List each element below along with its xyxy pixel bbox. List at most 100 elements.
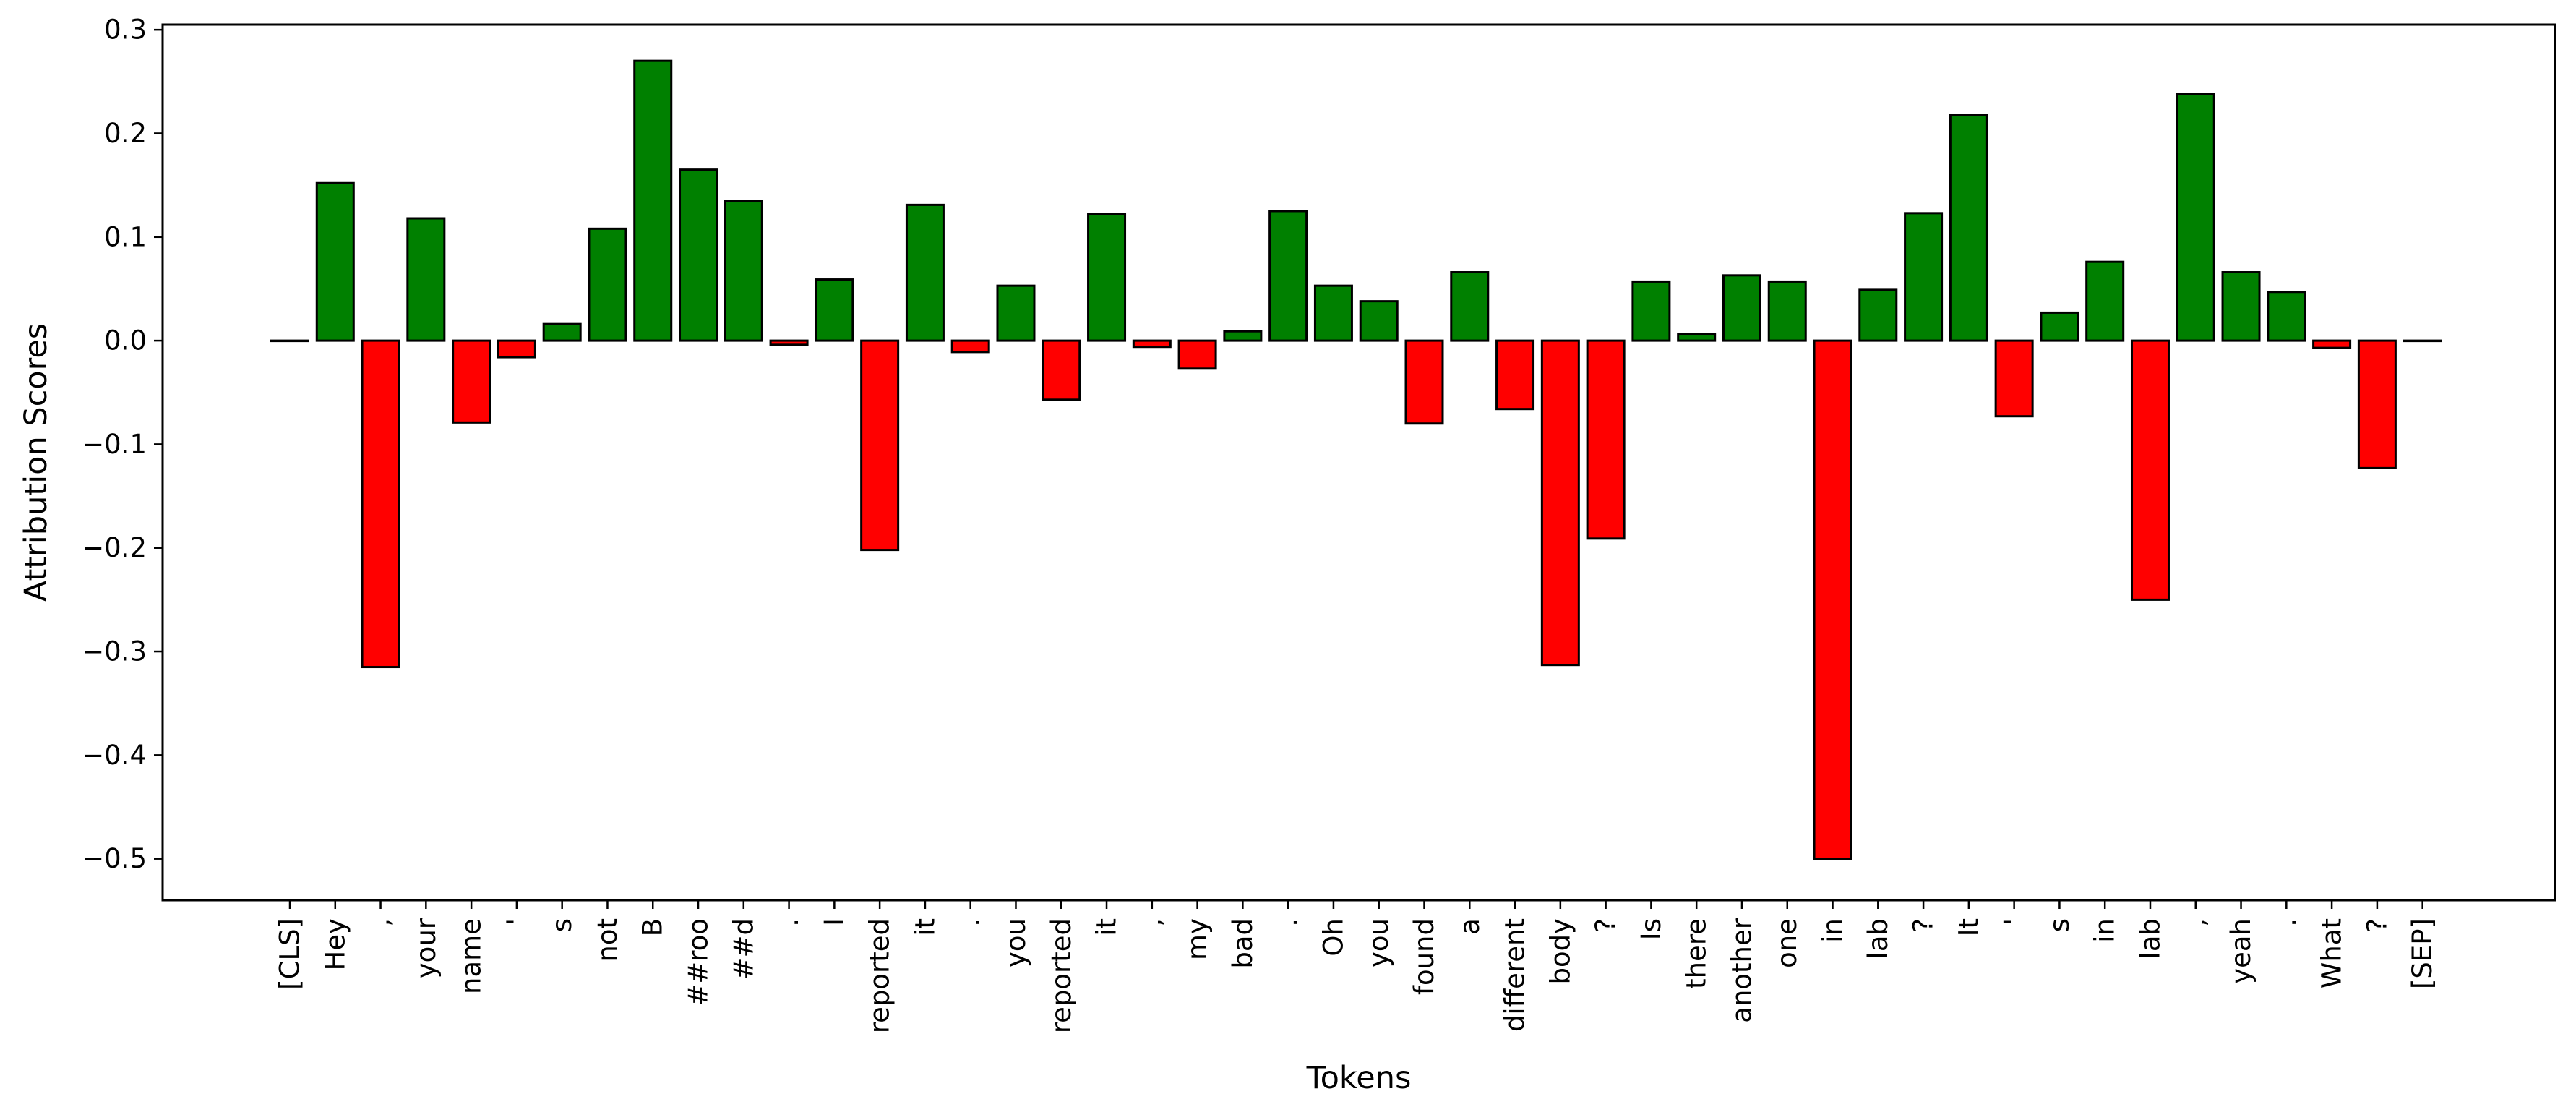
bar bbox=[1949, 114, 1988, 342]
x-tick-label: [CLS] bbox=[275, 918, 306, 990]
y-axis-label: Attribution Scores bbox=[18, 323, 54, 602]
y-tick-label: −0.5 bbox=[82, 843, 147, 874]
x-tick-label: reported bbox=[864, 918, 896, 1033]
x-tick-label: Is bbox=[1636, 918, 1667, 940]
x-tick-label: . bbox=[1273, 918, 1304, 927]
x-tick-label: s bbox=[546, 918, 578, 932]
bar bbox=[905, 203, 945, 342]
x-tick-label: Hey bbox=[319, 918, 351, 970]
x-tick-label: it bbox=[909, 918, 940, 936]
bar bbox=[769, 339, 809, 346]
x-tick-label: ' bbox=[1998, 918, 2030, 926]
y-tick-label: 0.1 bbox=[104, 221, 147, 252]
bar bbox=[2130, 339, 2170, 601]
x-tick-label: ##d bbox=[728, 918, 759, 980]
x-tick-label: . bbox=[2271, 918, 2302, 927]
x-tick-label: it bbox=[1091, 918, 1122, 936]
x-tick-label: ##roo bbox=[683, 918, 714, 1006]
x-tick-label: ? bbox=[1590, 918, 1621, 933]
bar bbox=[1223, 330, 1263, 342]
bars-layer bbox=[270, 59, 2442, 860]
x-tick-label: What bbox=[2317, 918, 2348, 988]
bar bbox=[724, 200, 763, 342]
y-tick-label: −0.4 bbox=[82, 740, 147, 771]
bar bbox=[1767, 280, 1807, 342]
bar bbox=[1722, 274, 1761, 342]
bar bbox=[1631, 280, 1671, 342]
x-tick-label: . bbox=[773, 918, 804, 927]
y-tick-label: 0.2 bbox=[104, 118, 147, 149]
x-tick-label: you bbox=[1000, 918, 1031, 967]
x-tick-label: It bbox=[1953, 918, 1984, 936]
x-tick-label: ? bbox=[1908, 918, 1939, 933]
bar bbox=[860, 339, 900, 552]
x-tick-label: in bbox=[2090, 918, 2121, 943]
x-tick-label: your bbox=[411, 918, 442, 978]
plot-frame bbox=[161, 23, 2556, 902]
x-tick-label: I bbox=[819, 918, 850, 926]
x-tick-label: ? bbox=[2361, 918, 2392, 933]
bar bbox=[633, 59, 673, 342]
bar bbox=[2176, 93, 2215, 342]
bar bbox=[679, 168, 718, 342]
x-tick-label: one bbox=[1772, 918, 1803, 968]
x-tick-label: you bbox=[1363, 918, 1394, 967]
x-tick-label: , bbox=[1136, 918, 1167, 927]
bar bbox=[1313, 284, 1353, 342]
bar bbox=[1495, 339, 1535, 411]
bar bbox=[1813, 339, 1852, 860]
bar bbox=[815, 278, 854, 342]
bar bbox=[1994, 339, 2034, 418]
bar bbox=[2357, 339, 2397, 469]
bar bbox=[406, 217, 446, 342]
x-tick-label: lab bbox=[1863, 918, 1894, 959]
bar bbox=[1540, 339, 1580, 667]
y-tick-label: −0.2 bbox=[82, 532, 147, 563]
x-tick-label: ' bbox=[501, 918, 532, 926]
x-tick-label: , bbox=[365, 918, 396, 927]
x-tick-label: in bbox=[1817, 918, 1848, 943]
bar bbox=[1904, 212, 1944, 342]
bar bbox=[950, 339, 990, 354]
x-tick-label: , bbox=[2180, 918, 2211, 927]
x-tick-label: name bbox=[456, 918, 487, 994]
bar bbox=[1087, 213, 1127, 342]
y-tick-label: −0.3 bbox=[82, 636, 147, 667]
y-axis-ticks: 0.3 0.2 0.1 0.0 −0.1 −0.2 −0.3 −0.4 −0.5 bbox=[82, 14, 163, 874]
x-tick-label: . bbox=[955, 918, 986, 927]
x-tick-label: a bbox=[1454, 918, 1485, 935]
bar bbox=[2085, 260, 2125, 342]
x-tick-label: another bbox=[1726, 918, 1757, 1022]
bar bbox=[315, 181, 355, 342]
bar bbox=[1268, 210, 1308, 342]
bar bbox=[2267, 291, 2306, 342]
bar bbox=[361, 339, 400, 669]
bar bbox=[2040, 311, 2079, 342]
x-tick-label: [SEP] bbox=[2407, 918, 2438, 989]
y-tick-label: 0.3 bbox=[104, 14, 147, 46]
bar bbox=[542, 322, 582, 342]
bar bbox=[1359, 300, 1399, 342]
x-tick-label: Oh bbox=[1318, 918, 1349, 957]
bar bbox=[2221, 271, 2261, 342]
x-tick-label: my bbox=[1182, 918, 1213, 960]
bar bbox=[996, 284, 1036, 342]
bar bbox=[1042, 339, 1081, 401]
bar bbox=[452, 339, 491, 424]
x-tick-label: there bbox=[1681, 918, 1712, 989]
y-tick-label: 0.0 bbox=[104, 325, 147, 356]
x-tick-label: not bbox=[592, 918, 623, 962]
bar bbox=[1858, 288, 1898, 342]
x-tick-label: lab bbox=[2134, 918, 2165, 959]
bar bbox=[1132, 339, 1172, 349]
bar bbox=[1450, 271, 1490, 342]
bar bbox=[1677, 333, 1717, 342]
bar bbox=[588, 227, 627, 342]
y-tick-label: −0.1 bbox=[82, 429, 147, 460]
x-tick-label: B bbox=[637, 918, 669, 936]
bar bbox=[2312, 339, 2352, 349]
bar bbox=[1586, 339, 1626, 540]
x-tick-label: s bbox=[2044, 918, 2075, 932]
x-tick-label: yeah bbox=[2225, 918, 2257, 984]
